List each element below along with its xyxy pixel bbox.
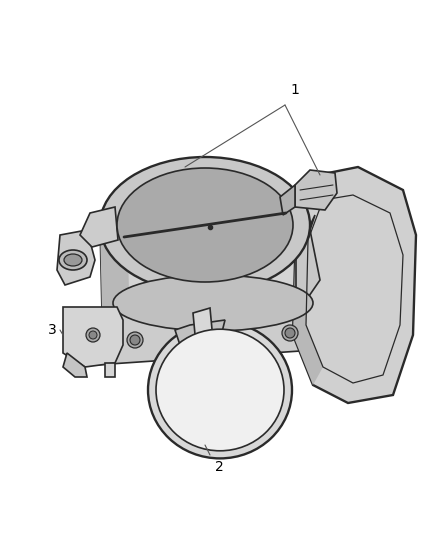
Ellipse shape xyxy=(148,321,292,458)
Polygon shape xyxy=(193,308,213,345)
Polygon shape xyxy=(100,225,310,345)
Polygon shape xyxy=(63,353,87,377)
Circle shape xyxy=(89,331,97,339)
Polygon shape xyxy=(100,225,130,335)
Polygon shape xyxy=(293,225,323,385)
Polygon shape xyxy=(57,230,95,285)
Polygon shape xyxy=(90,305,318,365)
Polygon shape xyxy=(80,207,118,247)
Polygon shape xyxy=(105,363,115,377)
Polygon shape xyxy=(280,185,295,215)
Ellipse shape xyxy=(59,250,87,270)
Polygon shape xyxy=(175,320,225,350)
Circle shape xyxy=(285,328,295,338)
Ellipse shape xyxy=(117,168,293,282)
Polygon shape xyxy=(215,340,245,365)
Circle shape xyxy=(127,332,143,348)
Ellipse shape xyxy=(156,329,284,451)
Circle shape xyxy=(86,328,100,342)
Polygon shape xyxy=(296,215,320,315)
Text: 3: 3 xyxy=(48,323,57,337)
Circle shape xyxy=(130,335,140,345)
Text: 1: 1 xyxy=(290,83,299,97)
Text: 2: 2 xyxy=(215,460,224,474)
Circle shape xyxy=(282,325,298,341)
Ellipse shape xyxy=(100,157,310,293)
Polygon shape xyxy=(63,307,123,367)
Ellipse shape xyxy=(113,275,313,331)
Ellipse shape xyxy=(64,254,82,266)
Polygon shape xyxy=(295,170,337,210)
Polygon shape xyxy=(293,167,416,403)
